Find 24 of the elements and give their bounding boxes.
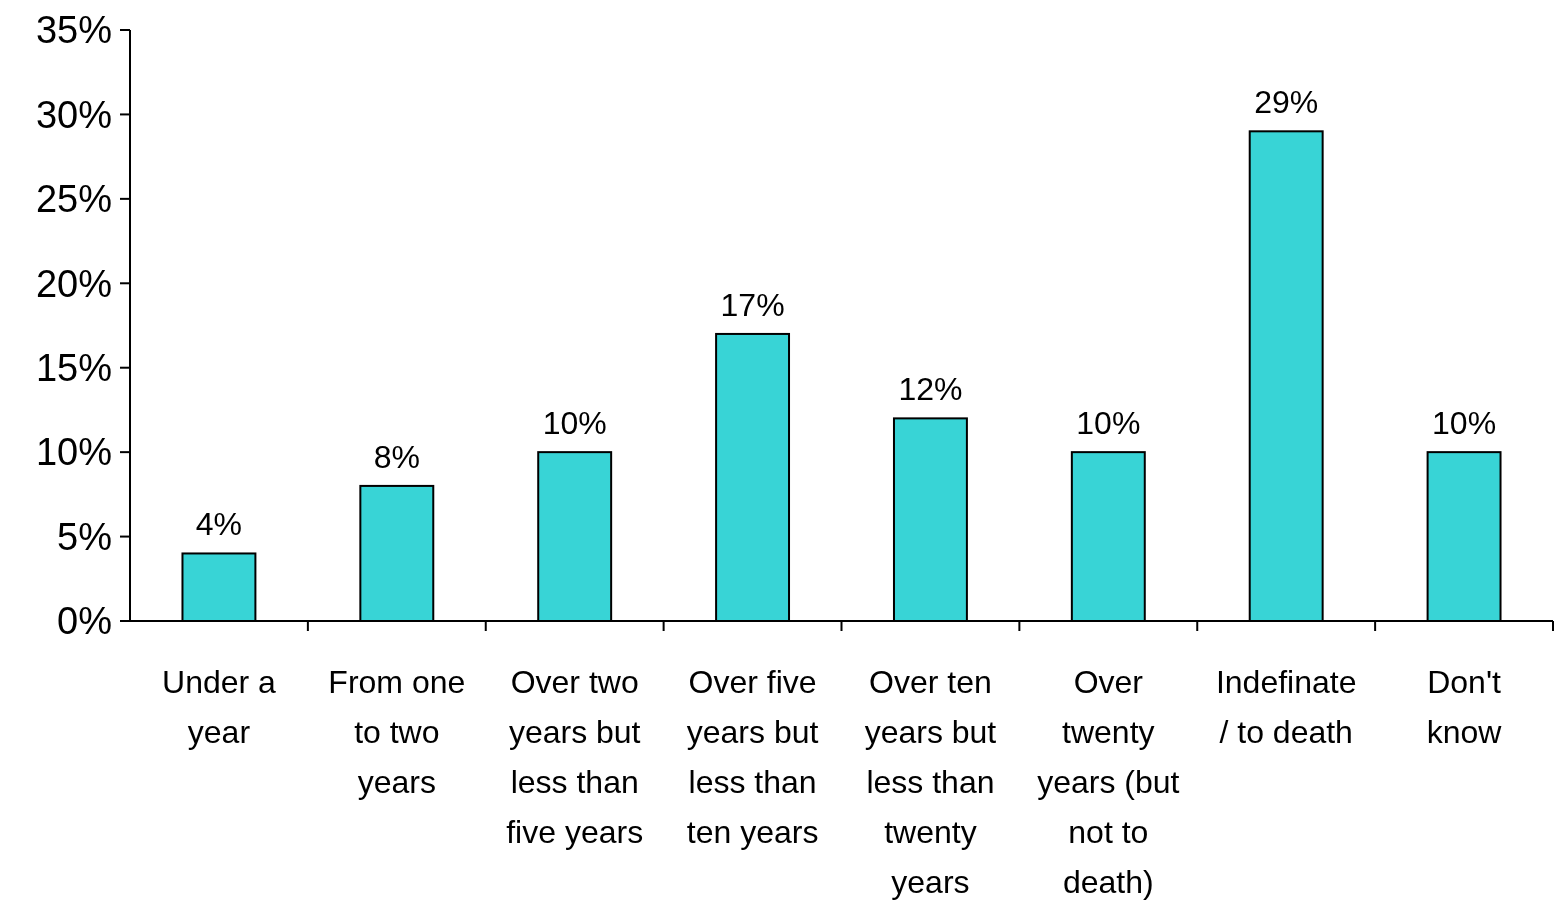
y-tick-label: 10% bbox=[35, 431, 112, 474]
x-tick-label: Don't know bbox=[1426, 664, 1503, 750]
x-tick-label: Over five years but less than ten years bbox=[686, 664, 819, 850]
x-tick-label: Under a year bbox=[162, 664, 277, 750]
x-tick-label: Over two years but less than five years bbox=[506, 664, 644, 850]
data-label: 12% bbox=[898, 371, 963, 408]
y-tick-label: 25% bbox=[35, 178, 112, 221]
y-tick-label: 5% bbox=[57, 515, 112, 558]
data-label: 10% bbox=[542, 405, 607, 442]
data-label: 4% bbox=[195, 506, 243, 543]
x-tick-label: Over ten years but less than twenty years bbox=[864, 664, 997, 900]
x-tick-label: From one to two years bbox=[328, 664, 466, 800]
data-label: 29% bbox=[1254, 84, 1319, 121]
data-label: 8% bbox=[373, 438, 420, 475]
y-tick-label: 20% bbox=[35, 262, 112, 305]
y-tick-label: 30% bbox=[35, 93, 112, 136]
data-label: 10% bbox=[1432, 405, 1497, 442]
data-label: 10% bbox=[1076, 405, 1141, 442]
data-label: 17% bbox=[720, 286, 785, 323]
x-tick-label: Indefinate / to death bbox=[1215, 664, 1357, 750]
x-tick-label: Over twenty years (but not to death) bbox=[1037, 664, 1180, 900]
y-tick-label: 0% bbox=[57, 600, 112, 643]
y-tick-label: 35% bbox=[35, 9, 112, 52]
y-tick-label: 15% bbox=[35, 347, 112, 390]
